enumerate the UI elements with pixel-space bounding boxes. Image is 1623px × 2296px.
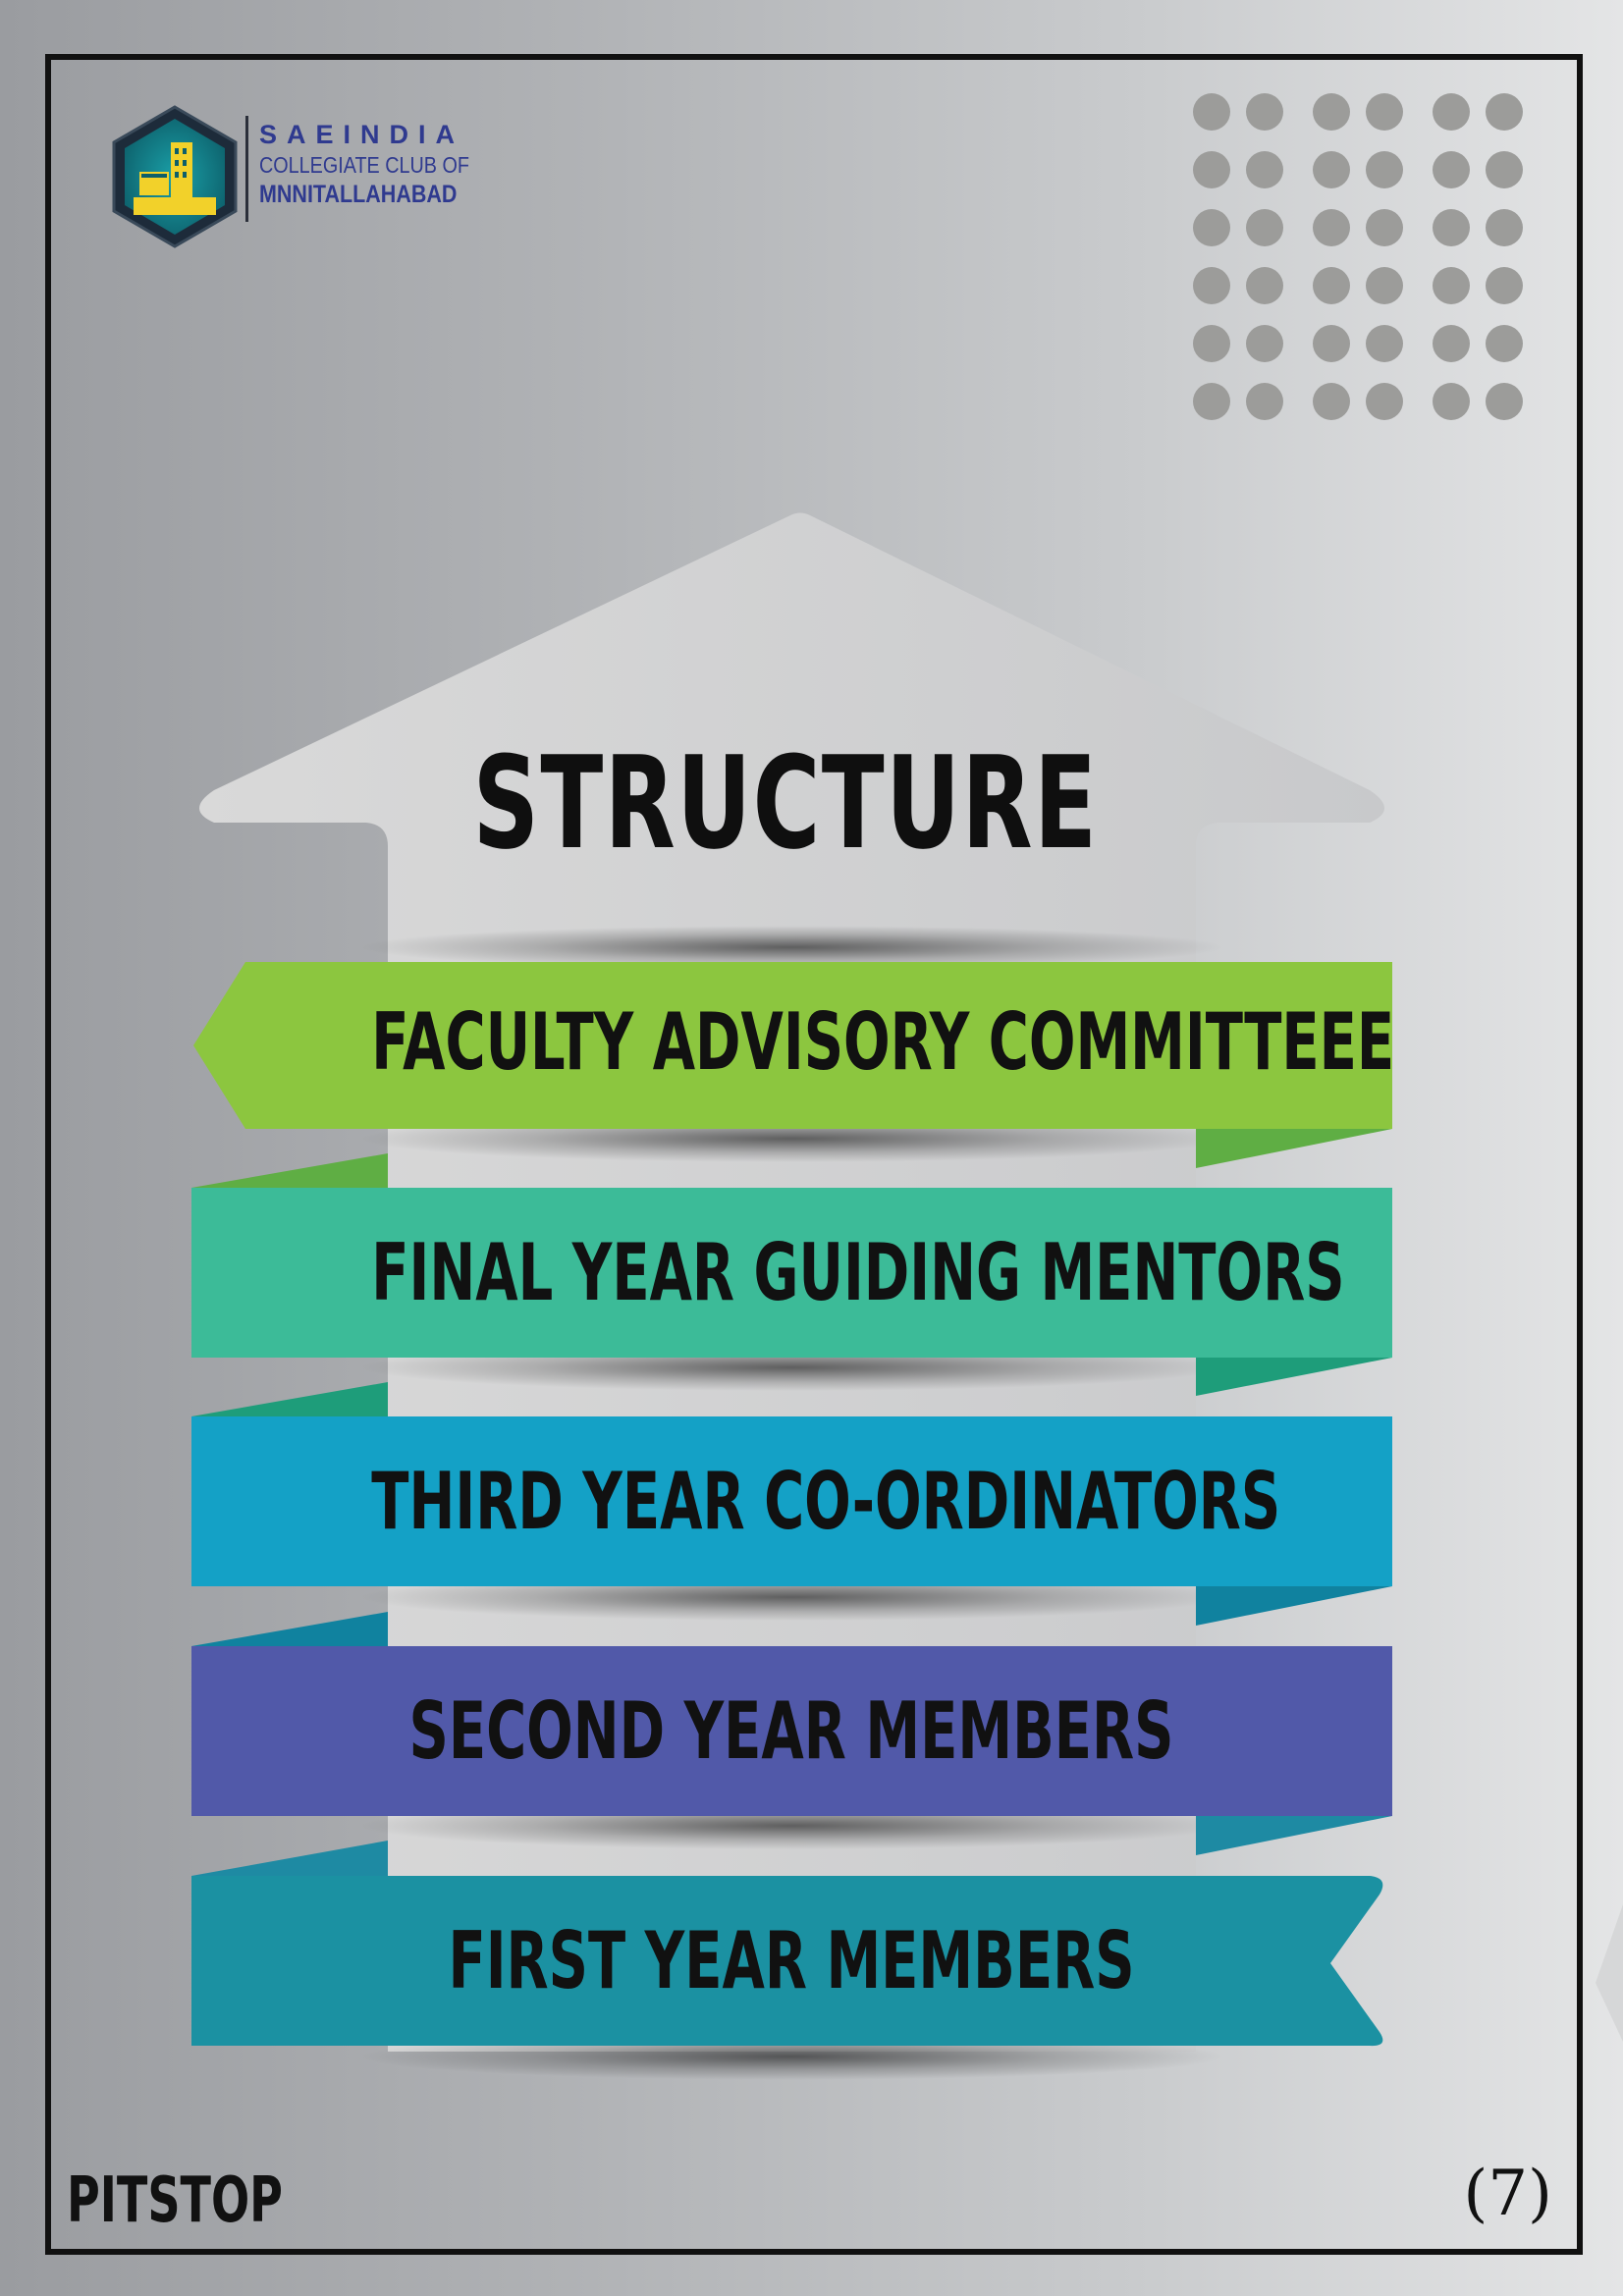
decorative-dot	[1366, 383, 1403, 420]
publication-name: PITSTOP	[67, 2164, 283, 2237]
decorative-dot	[1193, 209, 1230, 246]
decorative-dot	[1486, 383, 1523, 420]
decorative-dot	[1486, 325, 1523, 362]
decorative-dot	[1193, 267, 1230, 304]
ribbon-fold	[1196, 1129, 1392, 1168]
ribbon-fold	[1196, 1816, 1392, 1855]
ribbon-third-year	[191, 1416, 1392, 1586]
decorative-dot	[1313, 151, 1350, 188]
decorative-dot	[1433, 325, 1470, 362]
decorative-dot	[1246, 383, 1283, 420]
decorative-dot	[1433, 383, 1470, 420]
logo-divider	[245, 116, 248, 222]
decorative-dot	[1433, 209, 1470, 246]
ribbon-shadow	[359, 926, 1223, 969]
dot-grid-decoration	[1193, 93, 1523, 420]
decorative-dot	[1433, 267, 1470, 304]
page-number: (7)	[1463, 2158, 1552, 2230]
ribbon-fold	[1196, 1358, 1392, 1396]
decorative-dot	[1313, 267, 1350, 304]
decorative-dot	[1193, 383, 1230, 420]
level-label-second-year: SECOND YEAR MEMBERS	[408, 1685, 1174, 1777]
decorative-dot	[1246, 93, 1283, 131]
decorative-dot	[1193, 151, 1230, 188]
level-label-first-year: FIRST YEAR MEMBERS	[448, 1915, 1135, 2006]
level-label-final-year: FINAL YEAR GUIDING MENTORS	[371, 1227, 1345, 1318]
decorative-dot	[1366, 209, 1403, 246]
corner-decoration	[1596, 1904, 1623, 2042]
ribbon-final-year	[191, 1188, 1392, 1358]
decorative-dot	[1486, 151, 1523, 188]
decorative-dot	[1366, 325, 1403, 362]
ribbon-second-year	[191, 1646, 1392, 1816]
decorative-dot	[1486, 93, 1523, 131]
decorative-dot	[1366, 151, 1403, 188]
ribbon-first-year	[191, 1876, 1383, 2047]
diagram-title: STRUCTURE	[472, 728, 1099, 878]
decorative-dot	[1246, 325, 1283, 362]
decorative-dot	[1486, 267, 1523, 304]
org-name: SAEINDIA COLLEGIATE CLUB OF MNNITALLAHAB…	[259, 122, 504, 207]
decorative-dot	[1366, 267, 1403, 304]
ribbon-faculty	[193, 962, 1392, 1129]
ribbon-fold	[191, 1612, 388, 1646]
decorative-dot	[1313, 325, 1350, 362]
page-frame	[45, 54, 1583, 2255]
org-line-1: SAEINDIA	[259, 120, 465, 149]
level-label-third-year: THIRD YEAR CO-ORDINATORS	[371, 1456, 1281, 1547]
decorative-dot	[1486, 209, 1523, 246]
decorative-dot	[1366, 93, 1403, 131]
decorative-dot	[1433, 93, 1470, 131]
decorative-dot	[1246, 267, 1283, 304]
level-label-faculty: FACULTY ADVISORY COMMITTEEE	[371, 996, 1395, 1088]
decorative-dot	[1246, 209, 1283, 246]
ribbon-fold	[191, 1841, 388, 1876]
ribbon-fold	[191, 1153, 388, 1188]
decorative-dot	[1433, 151, 1470, 188]
org-line-3: MNNITALLAHABAD	[259, 181, 458, 208]
decorative-dot	[1193, 325, 1230, 362]
org-line-2: COLLEGIATE CLUB OF	[259, 152, 469, 178]
decorative-dot	[1313, 383, 1350, 420]
decorative-dot	[1193, 93, 1230, 131]
decorative-dot	[1246, 151, 1283, 188]
decorative-dot	[1313, 209, 1350, 246]
decorative-dot	[1313, 93, 1350, 131]
club-logo-icon	[112, 105, 238, 248]
ribbon-fold	[191, 1382, 388, 1416]
ribbon-fold	[1196, 1586, 1392, 1626]
